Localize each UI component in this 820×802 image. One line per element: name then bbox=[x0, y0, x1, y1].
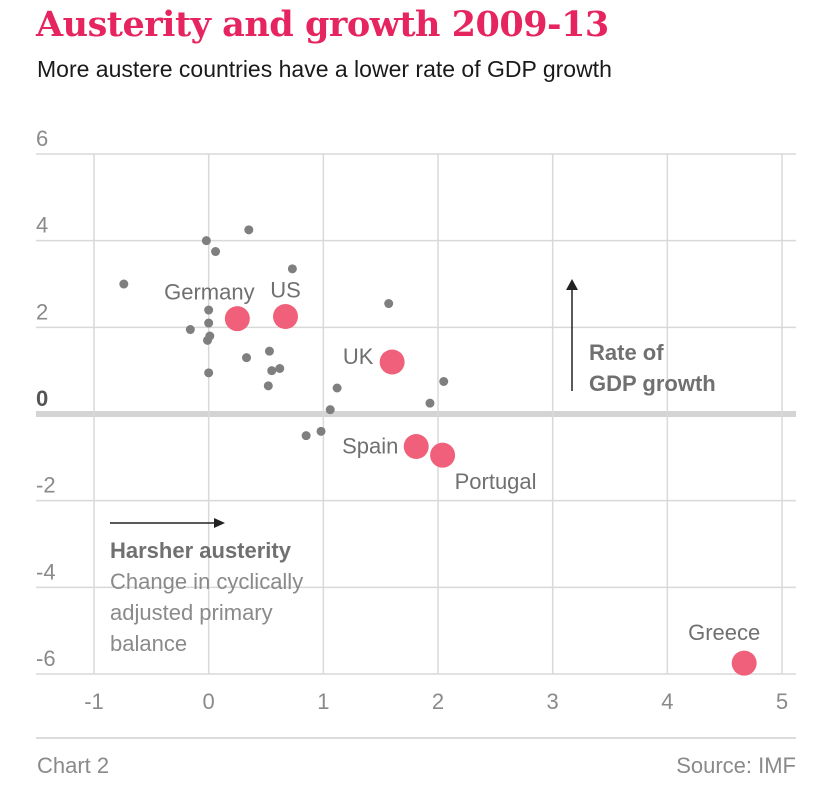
country-point bbox=[267, 366, 277, 376]
point-label-greece: Greece bbox=[688, 620, 760, 645]
highlight-point-greece bbox=[731, 650, 757, 676]
x-tick-label: 3 bbox=[547, 689, 559, 714]
point-label-uk: UK bbox=[343, 344, 374, 369]
country-point bbox=[185, 325, 195, 335]
country-point bbox=[201, 236, 211, 246]
country-point bbox=[425, 398, 435, 408]
x-tick-label: 2 bbox=[432, 689, 444, 714]
chart-title: Austerity and growth 2009-13 bbox=[36, 4, 609, 45]
y-tick-label: 4 bbox=[36, 213, 48, 238]
x-tick-label: 5 bbox=[776, 689, 788, 714]
y-tick-label: 6 bbox=[36, 126, 48, 151]
x-tick-label: 0 bbox=[203, 689, 215, 714]
gridlines bbox=[36, 153, 796, 675]
y-tick-label: 0 bbox=[36, 386, 48, 411]
country-point bbox=[332, 383, 342, 393]
country-point bbox=[244, 225, 254, 235]
point-label-us: US bbox=[270, 278, 301, 303]
country-point bbox=[287, 264, 297, 274]
highlight-point-germany bbox=[224, 306, 250, 332]
point-label-spain: Spain bbox=[342, 433, 398, 458]
country-point bbox=[242, 353, 252, 363]
country-point bbox=[275, 364, 285, 374]
y-tick-label: 2 bbox=[36, 299, 48, 324]
country-point bbox=[204, 305, 214, 315]
country-point bbox=[384, 299, 394, 309]
highlight-point-spain bbox=[403, 433, 429, 459]
chart-number: Chart 2 bbox=[37, 753, 110, 778]
y-axis-label-line: Rate of bbox=[589, 340, 664, 365]
x-axis-label: Harsher austerity bbox=[110, 538, 292, 563]
y-axis-ticks: 6 4 2 0 -2 -4 -6 bbox=[36, 126, 56, 671]
x-tick-label: 1 bbox=[317, 689, 329, 714]
y-axis-label-line: GDP growth bbox=[589, 371, 716, 396]
country-point bbox=[203, 335, 213, 345]
x-axis-ticks: -1 0 1 2 3 4 5 bbox=[84, 689, 788, 714]
x-axis-note-line: Change in cyclically bbox=[110, 569, 303, 594]
y-annotation-arrowhead bbox=[566, 279, 578, 290]
country-point bbox=[211, 247, 221, 257]
country-point bbox=[301, 431, 311, 441]
x-tick-label: 4 bbox=[661, 689, 673, 714]
point-label-germany: Germany bbox=[164, 280, 254, 305]
x-annotation-arrowhead bbox=[214, 518, 225, 528]
highlight-point-us bbox=[272, 304, 298, 330]
y-tick-label: -2 bbox=[36, 473, 56, 498]
chart-subtitle: More austere countries have a lower rate… bbox=[37, 56, 612, 82]
point-label-portugal: Portugal bbox=[455, 469, 537, 494]
highlight-point-uk bbox=[379, 349, 405, 375]
source-credit: Source: IMF bbox=[676, 753, 796, 778]
point-labels: Germany US UK Spain Portugal Greece bbox=[164, 278, 760, 646]
y-tick-label: -6 bbox=[36, 646, 56, 671]
country-point bbox=[439, 377, 449, 387]
annotations: Rate of GDP growth Harsher austerity Change… bbox=[110, 279, 716, 656]
footer-divider bbox=[36, 737, 796, 739]
x-axis-note-line: adjusted primary bbox=[110, 600, 273, 625]
country-point bbox=[119, 279, 129, 289]
country-point bbox=[204, 318, 214, 328]
country-point bbox=[325, 405, 335, 415]
x-tick-label: -1 bbox=[84, 689, 104, 714]
highlight-point-portugal bbox=[430, 442, 456, 468]
country-point bbox=[204, 368, 214, 378]
country-point bbox=[316, 426, 326, 436]
x-axis-note-line: balance bbox=[110, 631, 187, 656]
scatter-chart: 6 4 2 0 -2 -4 -6 -1 0 1 2 3 4 5 Rate of GDP growth Har… bbox=[36, 126, 796, 714]
country-point bbox=[264, 346, 274, 356]
data-points bbox=[119, 225, 757, 676]
country-point bbox=[263, 381, 273, 391]
y-tick-label: -4 bbox=[36, 559, 56, 584]
